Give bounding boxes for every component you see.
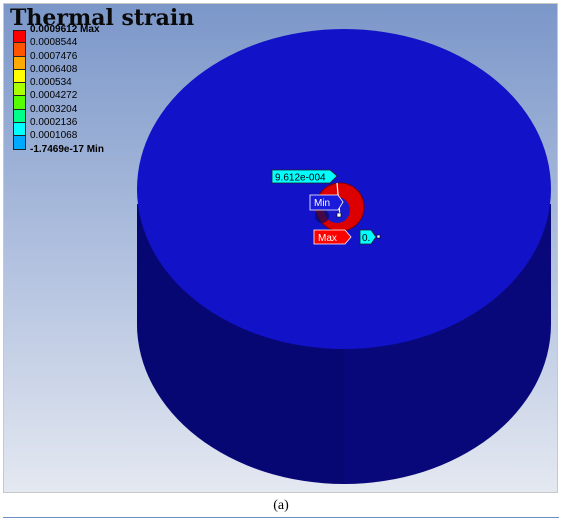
figure-caption: (a) [273,498,289,513]
legend-swatch [13,109,26,124]
value-probe-point [336,212,342,218]
caption-divider [3,517,559,518]
value-probe-label: 9.612e-004 [275,173,326,184]
legend-label: 0.0008544 [30,37,78,49]
model-view[interactable]: 9.612e-004 Min Max 0. [4,4,558,493]
legend-swatch [13,43,26,57]
min-probe-label: Min [314,198,330,209]
legend-swatch [13,123,26,137]
plot-title: Thermal strain [10,5,195,31]
legend-swatch [13,83,26,97]
legend-swatch [13,69,26,84]
graphics-viewport[interactable]: 9.612e-004 Min Max 0. Thermal strain 0.0… [3,3,558,493]
max-probe-label: Max [318,233,337,244]
legend-label: 0.0003204 [30,103,78,115]
small-probe-point [376,234,381,239]
legend-swatch [13,136,26,150]
legend-label: 0.0007476 [30,50,78,62]
legend-label: 0.0002136 [30,117,78,129]
legend-label: 0.0009612 Max [30,24,100,35]
small-probe-label: 0. [362,233,370,244]
max-probe-box[interactable] [313,229,352,245]
legend-swatch [13,30,26,44]
legend-label: 0.0004272 [30,90,78,102]
legend-min-label: -1.7469e-17 Min [30,143,104,155]
small-probe-box[interactable] [359,229,377,245]
legend-swatch [13,56,26,70]
legend-label: 0.0001068 [30,130,78,142]
min-probe-box[interactable] [309,194,344,211]
value-probe-box[interactable] [271,169,338,184]
legend-label: 0.000534 [30,77,72,89]
legend-swatch [13,96,26,110]
hot-spot-shadow [315,209,329,223]
legend-label: 0.0006408 [30,63,78,75]
